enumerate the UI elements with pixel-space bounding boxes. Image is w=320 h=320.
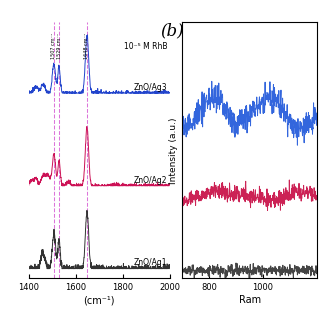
Text: 1507 cm⁻¹: 1507 cm⁻¹ — [52, 33, 56, 59]
Text: ZnO/Ag1: ZnO/Ag1 — [134, 259, 167, 268]
Text: (b): (b) — [160, 22, 184, 39]
Text: 1529 cm⁻¹: 1529 cm⁻¹ — [57, 33, 61, 59]
Text: ZnO/Ag2: ZnO/Ag2 — [134, 176, 167, 185]
X-axis label: (cm⁻¹): (cm⁻¹) — [84, 295, 115, 305]
Text: 1648 cm⁻¹: 1648 cm⁻¹ — [84, 33, 90, 59]
Y-axis label: Intensity (a.u.): Intensity (a.u.) — [169, 117, 178, 184]
Text: 10⁻⁵ M RhB: 10⁻⁵ M RhB — [124, 42, 167, 51]
X-axis label: Ram: Ram — [238, 295, 261, 305]
Text: ZnO/Ag3: ZnO/Ag3 — [134, 83, 167, 92]
